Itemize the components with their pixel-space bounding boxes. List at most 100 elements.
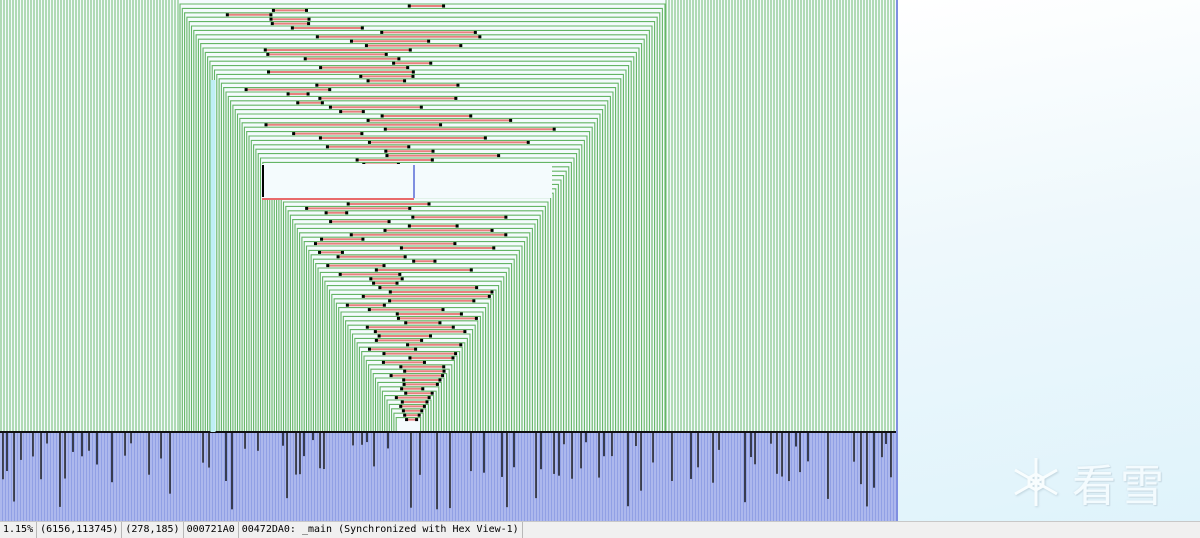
edge-arrow — [382, 352, 386, 356]
status-file-offset: 000721A0 — [184, 522, 239, 538]
edge-line — [322, 276, 505, 432]
edge-line — [335, 302, 489, 432]
edge-arrow — [400, 400, 404, 404]
status-bar: 1.15% (6156,113745) (278,185) 000721A0 0… — [0, 521, 1200, 538]
edge-arrow — [387, 220, 391, 224]
edge-arrow — [345, 211, 349, 215]
edge-arrow — [422, 360, 426, 364]
edge-arrow — [313, 242, 317, 246]
watermark: 看雪 — [1008, 450, 1168, 514]
edge-arrow — [271, 8, 275, 12]
edge-arrow — [411, 70, 415, 74]
edge-line — [250, 139, 585, 432]
edge-arrow — [402, 382, 406, 386]
edge-arrow — [399, 365, 403, 369]
edge-arrow — [438, 378, 442, 382]
edge-arrow — [361, 237, 365, 241]
side-panel: 看雪 — [898, 0, 1200, 521]
edge-arrow — [417, 413, 421, 417]
edge-arrow — [367, 140, 371, 144]
edge-line — [243, 126, 593, 432]
edge-arrow — [349, 39, 353, 43]
edge-line — [289, 214, 541, 432]
edge-line — [303, 241, 526, 432]
edge-arrow — [383, 228, 387, 232]
edge-line — [351, 333, 471, 432]
edge-arrow — [382, 264, 386, 268]
edge-arrow — [305, 206, 309, 210]
edge-line — [349, 329, 474, 432]
edge-arrow — [339, 110, 343, 114]
edge-arrow — [318, 250, 322, 254]
edge-arrow — [326, 264, 330, 268]
edge-arrow — [411, 215, 415, 219]
edge-line — [301, 236, 528, 432]
edge-arrow — [382, 303, 386, 307]
edge-arrow — [406, 66, 410, 70]
graph-canvas[interactable] — [0, 0, 896, 521]
edge-arrow — [441, 374, 445, 378]
edge-arrow — [367, 347, 371, 351]
edge-arrow — [427, 39, 431, 43]
edge-line — [273, 183, 559, 432]
edge-arrow — [338, 272, 342, 276]
edge-arrow — [225, 13, 229, 17]
edge-arrow — [286, 92, 290, 96]
edge-line — [220, 82, 619, 432]
edge-arrow — [269, 13, 273, 17]
edge-arrow — [552, 127, 556, 131]
status-zoom: 1.15% — [0, 522, 38, 538]
edge-arrow — [355, 158, 359, 162]
edge-arrow — [389, 374, 393, 378]
edge-line — [218, 78, 622, 432]
edge-arrow — [431, 149, 435, 153]
status-graph-coords: (6156,113745) — [37, 522, 123, 538]
edge-arrow — [455, 224, 459, 228]
edge-line — [354, 337, 468, 432]
edge-arrow — [404, 391, 408, 395]
edge-arrow — [451, 356, 455, 360]
edge-arrow — [329, 220, 333, 224]
edge-arrow — [372, 281, 376, 285]
edge-arrow — [459, 44, 463, 48]
edge-arrow — [345, 303, 349, 307]
edge-arrow — [394, 396, 398, 400]
edge-arrow — [336, 255, 340, 259]
edge-arrow — [290, 26, 294, 30]
edge-arrow — [442, 4, 446, 8]
edge-arrow — [456, 83, 460, 87]
edge-line — [292, 219, 539, 432]
edge-arrow — [509, 118, 513, 122]
edge-arrow — [403, 79, 407, 83]
edge-arrow — [474, 316, 478, 320]
edge-arrow — [303, 57, 307, 61]
edge-arrow — [296, 101, 300, 105]
edge-arrow — [264, 123, 268, 127]
edge-arrow — [367, 308, 371, 312]
edge-arrow — [526, 140, 530, 144]
edge-arrow — [292, 132, 296, 136]
edge-line — [239, 117, 598, 432]
edge-arrow — [427, 396, 431, 400]
edge-arrow — [392, 61, 396, 65]
edge-arrow — [419, 105, 423, 109]
edge-line — [299, 232, 531, 432]
edge-arrow — [374, 338, 378, 342]
edge-arrow — [395, 312, 399, 316]
edge-arrow — [411, 74, 415, 78]
edge-arrow — [483, 136, 487, 140]
edge-line — [345, 320, 479, 432]
edge-arrow — [454, 352, 458, 356]
edge-arrow — [360, 26, 364, 30]
edge-arrow — [374, 268, 378, 272]
edge-line — [384, 395, 435, 432]
graph-overview[interactable] — [0, 0, 898, 521]
edge-arrow — [384, 52, 388, 56]
snowflake-icon — [1014, 458, 1058, 506]
edge-arrow — [487, 294, 491, 298]
edge-line — [230, 100, 609, 432]
edge-arrow — [442, 369, 446, 373]
edge-arrow — [304, 8, 308, 12]
edge-arrow — [403, 255, 407, 259]
edge-line — [372, 373, 448, 432]
